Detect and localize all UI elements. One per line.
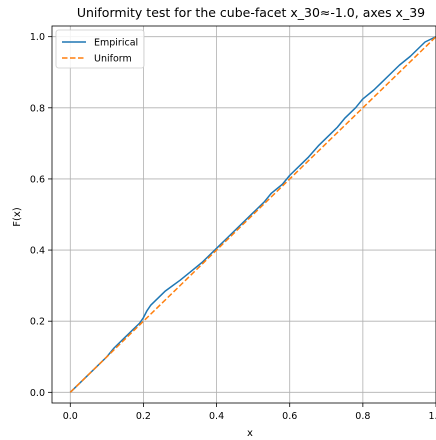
x-axis-label: x — [247, 428, 253, 439]
x-tick-label: 0.2 — [136, 411, 151, 422]
y-tick-label: 0.8 — [30, 103, 45, 114]
x-tick-label: 0.0 — [63, 411, 78, 422]
legend-label-uniform: Uniform — [94, 54, 132, 65]
x-tick-label: 0.8 — [355, 411, 370, 422]
plot-frame — [51, 25, 436, 404]
series-line-uniform — [69, 36, 436, 393]
series-line-empirical — [69, 35, 436, 393]
y-tick-label: 0.2 — [30, 317, 45, 328]
grid-lines — [52, 26, 436, 403]
x-tick-label: 0.6 — [282, 411, 297, 422]
y-axis-label: F(x) — [12, 207, 23, 227]
legend: Empirical Uniform — [55, 29, 145, 69]
series-lines — [69, 35, 436, 393]
legend-label-empirical: Empirical — [94, 38, 138, 49]
x-tick-label: 1.0 — [428, 411, 436, 422]
axis-ticks: 0.0 0.2 0.4 0.6 0.8 1.0 0.0 0.2 0.4 0.6 0.8 1.0 — [30, 32, 436, 422]
y-tick-label: 0.4 — [30, 246, 45, 257]
y-tick-label: 1.0 — [30, 32, 45, 43]
y-tick-label: 0.6 — [30, 174, 45, 185]
y-tick-label: 0.0 — [30, 388, 45, 399]
x-tick-label: 0.4 — [209, 411, 224, 422]
chart-title: Uniformity test for the cube-facet x_30≈… — [77, 5, 425, 20]
